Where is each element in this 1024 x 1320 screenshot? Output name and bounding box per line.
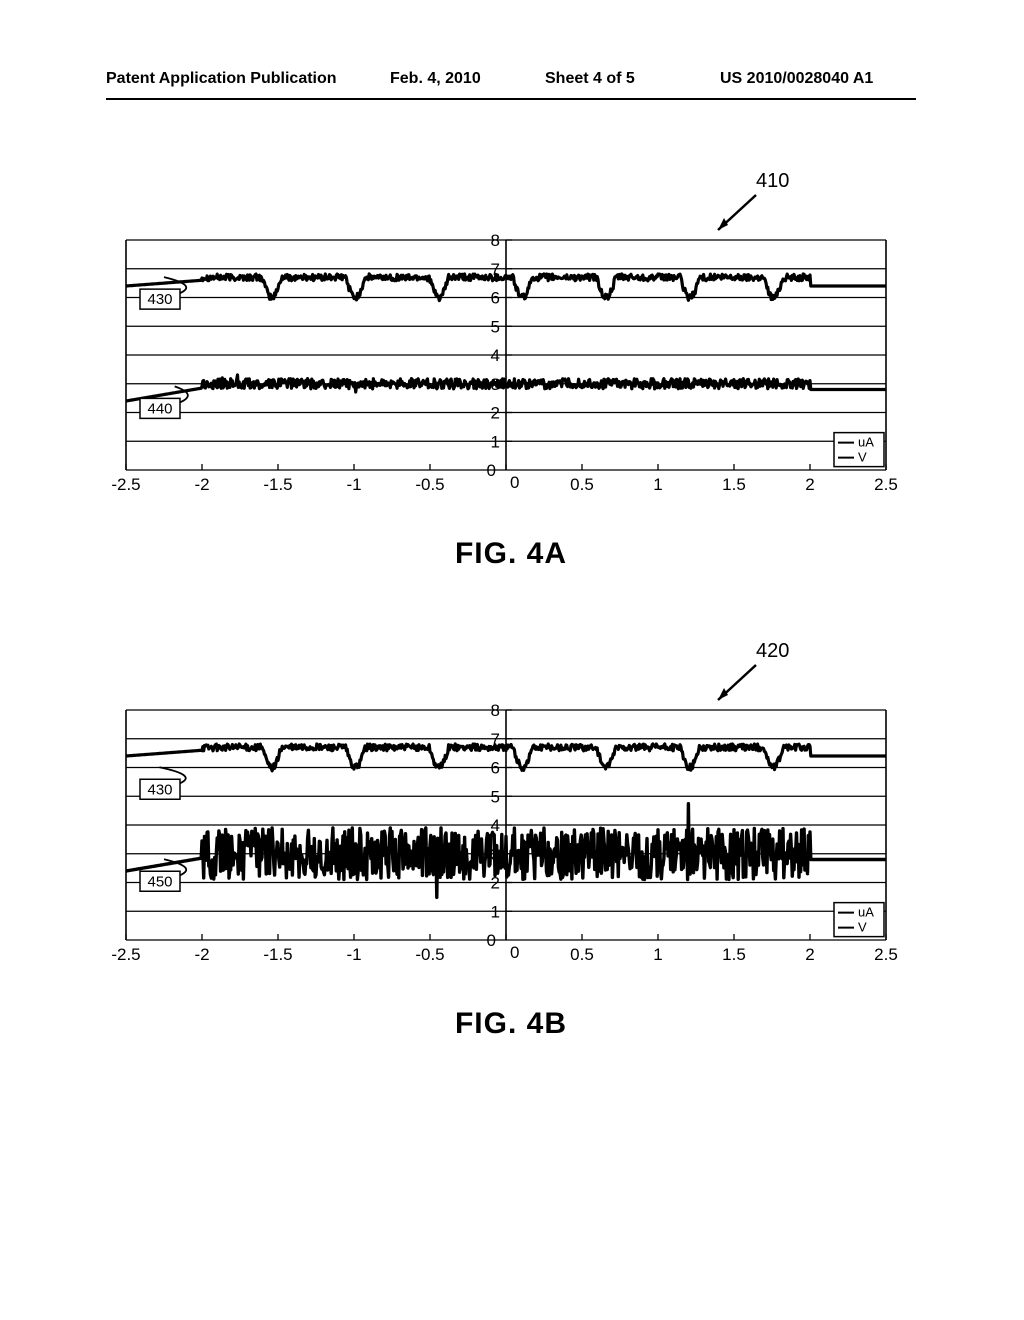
svg-text:0.5: 0.5	[570, 945, 594, 964]
svg-text:0: 0	[487, 931, 496, 950]
svg-text:-1: -1	[346, 945, 361, 964]
svg-text:2: 2	[805, 945, 814, 964]
figure-4a-block: 410 1234567800-2.5-2-1.5-1-0.50.511.522.…	[106, 170, 916, 511]
svg-text:-2.5: -2.5	[111, 475, 140, 494]
header-date: Feb. 4, 2010	[390, 70, 481, 88]
svg-text:0.5: 0.5	[570, 475, 594, 494]
svg-text:uA: uA	[858, 435, 874, 450]
svg-text:0: 0	[487, 461, 496, 480]
svg-text:-1.5: -1.5	[263, 475, 292, 494]
figure-4b-label: FIG. 4B	[106, 1007, 916, 1041]
svg-text:8: 8	[491, 701, 500, 720]
header-rule	[106, 98, 916, 100]
svg-text:4: 4	[491, 346, 500, 365]
svg-text:-1.5: -1.5	[263, 945, 292, 964]
svg-text:0: 0	[510, 473, 519, 492]
svg-text:6: 6	[491, 759, 500, 778]
svg-text:-2.5: -2.5	[111, 945, 140, 964]
svg-text:430: 430	[147, 781, 172, 798]
svg-text:440: 440	[147, 400, 172, 417]
svg-text:2.5: 2.5	[874, 475, 898, 494]
svg-text:1: 1	[491, 902, 500, 921]
svg-text:-0.5: -0.5	[415, 945, 444, 964]
header-sheet: Sheet 4 of 5	[545, 70, 635, 88]
svg-text:5: 5	[491, 787, 500, 806]
svg-text:430: 430	[147, 291, 172, 308]
svg-text:2: 2	[491, 404, 500, 423]
svg-text:V: V	[858, 920, 867, 935]
figure-4b-chart: 1234567800-2.5-2-1.5-1-0.50.511.522.5430…	[106, 700, 906, 990]
svg-text:-2: -2	[194, 945, 209, 964]
svg-text:-0.5: -0.5	[415, 475, 444, 494]
svg-text:1: 1	[653, 945, 662, 964]
svg-text:uA: uA	[858, 905, 874, 920]
header-publication: Patent Application Publication	[106, 70, 337, 88]
svg-text:1.5: 1.5	[722, 945, 746, 964]
svg-text:8: 8	[491, 231, 500, 250]
svg-text:1.5: 1.5	[722, 475, 746, 494]
figure-4a-label: FIG. 4A	[106, 537, 916, 571]
svg-text:0: 0	[510, 943, 519, 962]
header-pubno: US 2010/0028040 A1	[720, 70, 873, 88]
svg-text:6: 6	[491, 289, 500, 308]
svg-text:-1: -1	[346, 475, 361, 494]
figure-4b-block: 420 1234567800-2.5-2-1.5-1-0.50.511.522.…	[106, 640, 916, 981]
svg-text:2.5: 2.5	[874, 945, 898, 964]
svg-text:2: 2	[805, 475, 814, 494]
svg-text:V: V	[858, 450, 867, 465]
svg-text:1: 1	[653, 475, 662, 494]
figure-4a-chart: 1234567800-2.5-2-1.5-1-0.50.511.522.5430…	[106, 230, 906, 520]
svg-text:450: 450	[147, 873, 172, 890]
svg-text:-2: -2	[194, 475, 209, 494]
svg-text:5: 5	[491, 317, 500, 336]
svg-text:1: 1	[491, 432, 500, 451]
